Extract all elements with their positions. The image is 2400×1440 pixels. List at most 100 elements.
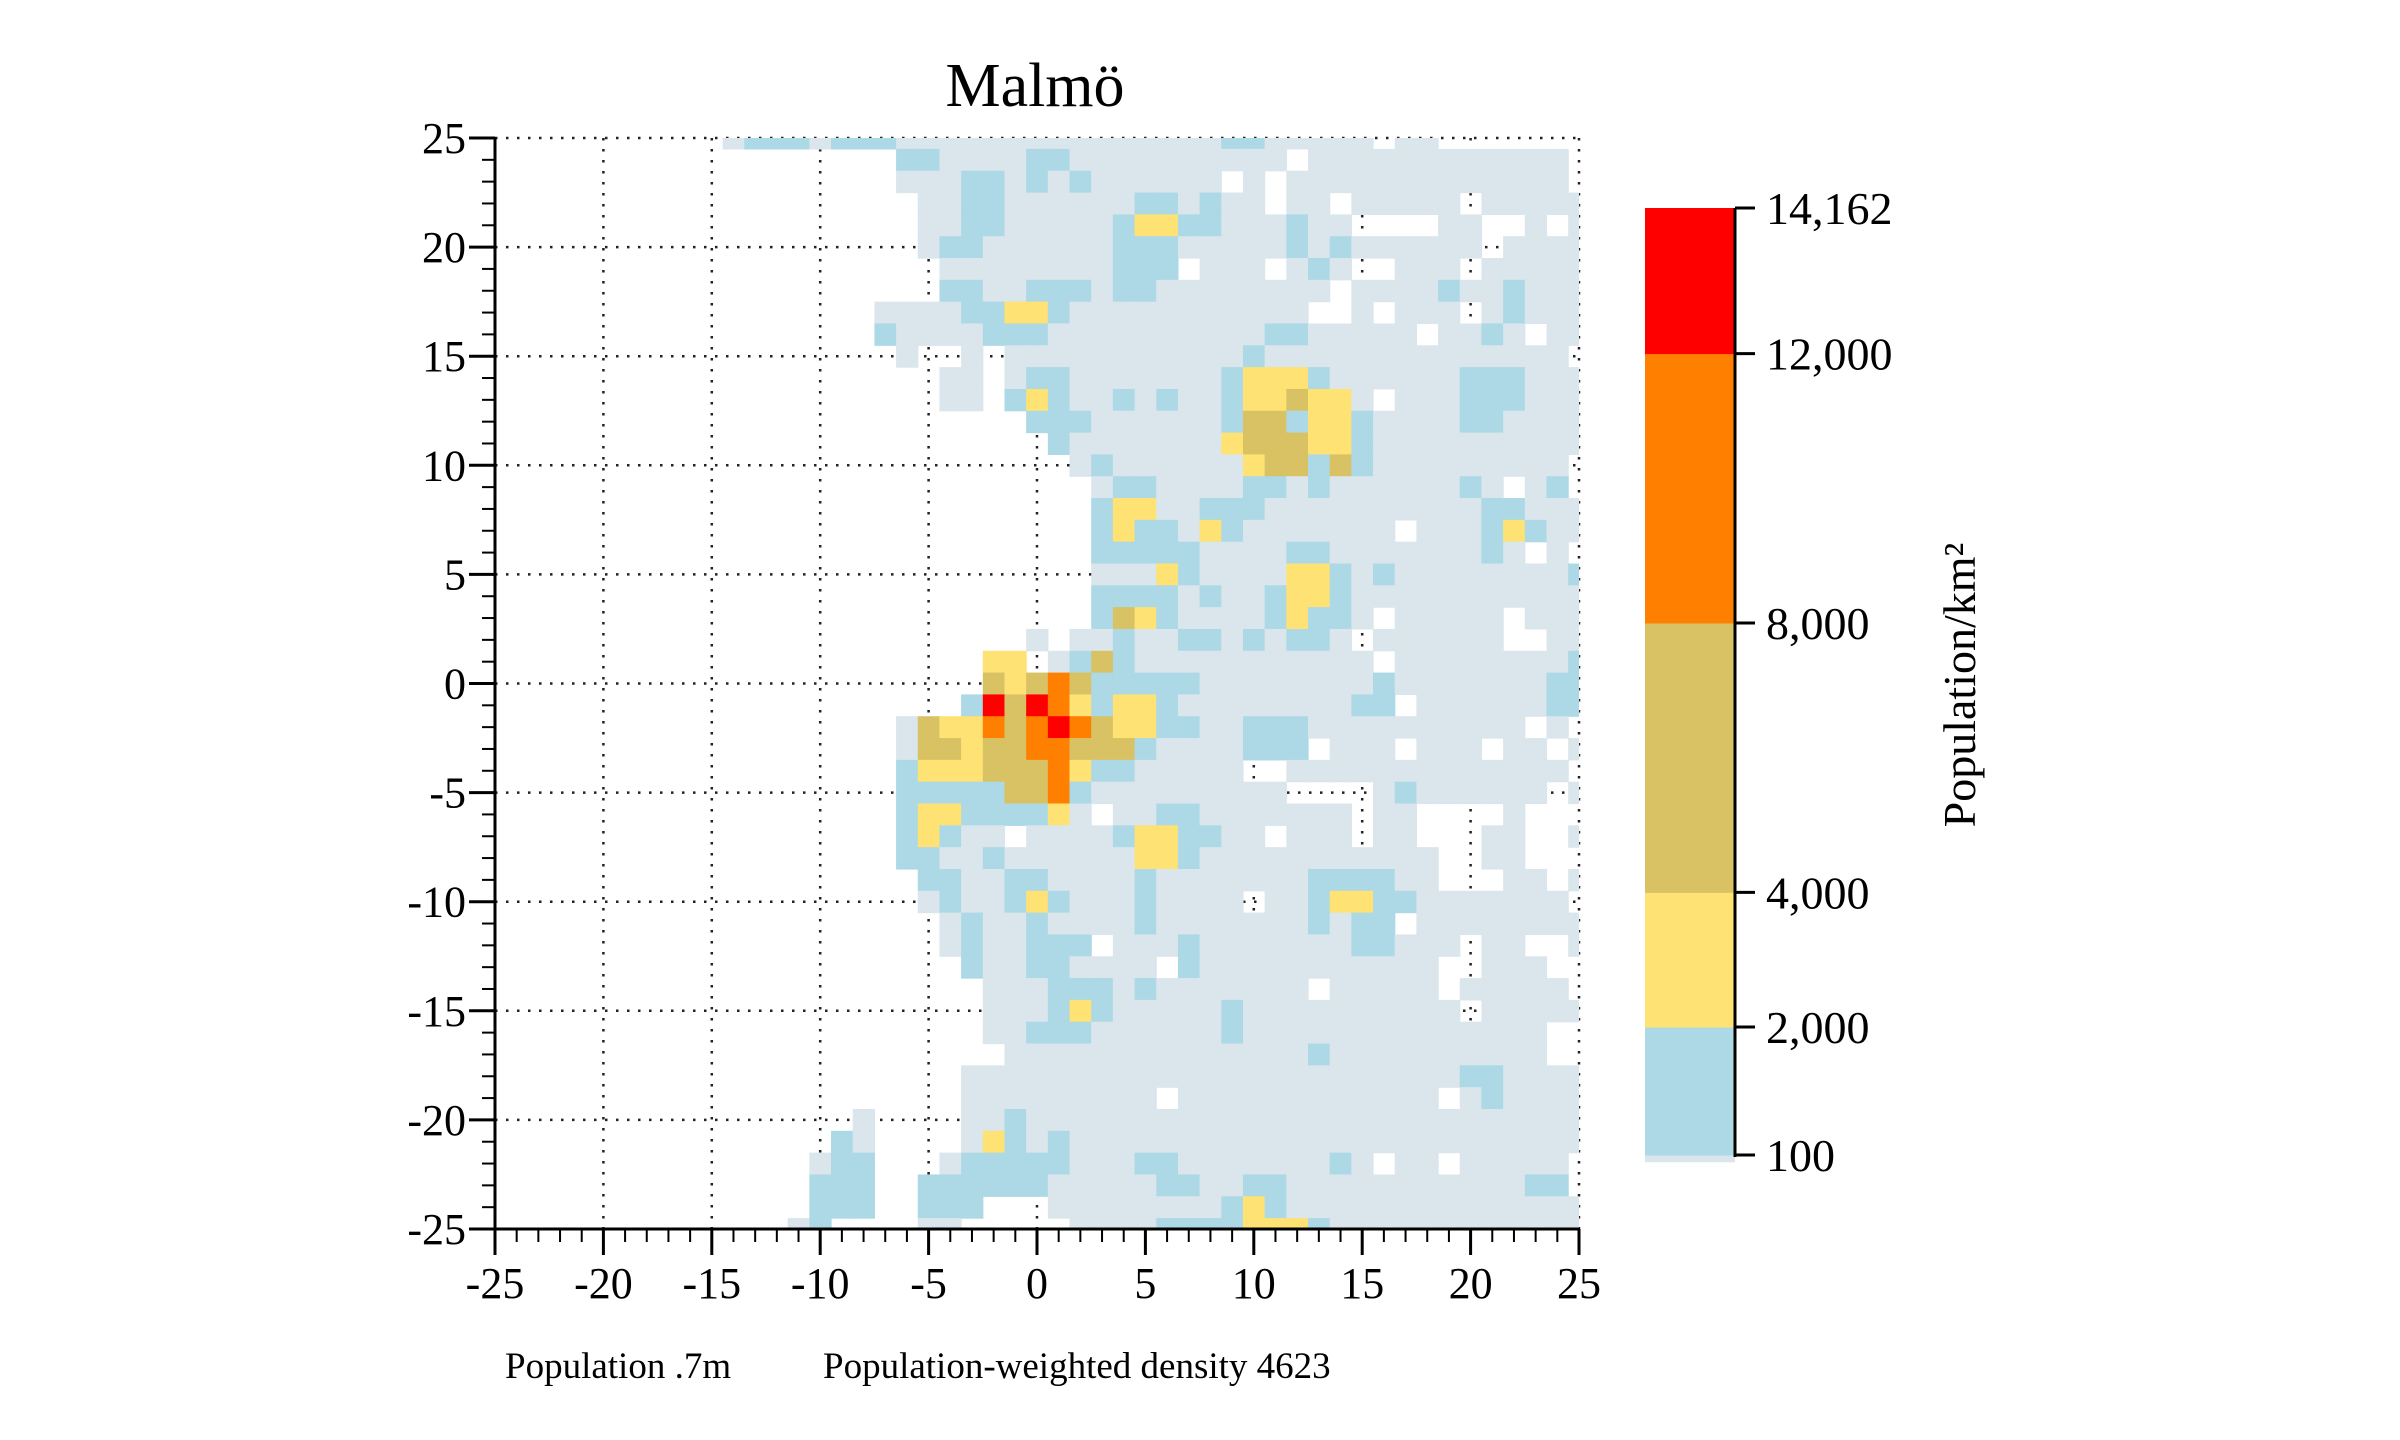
heatmap-cell (1264, 1196, 1287, 1219)
heatmap-cell (1524, 1087, 1548, 1110)
heatmap-cell (1177, 825, 1201, 848)
heatmap-cell (1112, 192, 1136, 215)
heatmap-cell (1264, 345, 1287, 368)
heatmap-cell (1481, 345, 1504, 368)
heatmap-cell (1156, 672, 1179, 696)
heatmap-cell (896, 781, 919, 805)
heatmap-cell (1264, 541, 1287, 565)
heatmap-cell (1503, 1021, 1526, 1045)
heatmap-cell (1156, 563, 1179, 586)
heatmap-cell (1286, 1087, 1309, 1110)
heatmap-cell (1503, 912, 1526, 936)
heatmap-cell (1091, 1021, 1114, 1045)
heatmap-cell (1329, 650, 1352, 674)
heatmap-cell (1438, 1218, 1461, 1229)
heatmap-cell (1524, 1108, 1548, 1132)
heatmap-cell (1459, 476, 1483, 499)
heatmap-cell (1264, 934, 1287, 957)
heatmap-cell (1199, 585, 1222, 608)
heatmap-cell (939, 192, 962, 215)
heatmap-cell (1069, 323, 1092, 346)
heatmap-cell (1438, 716, 1461, 739)
heatmap-cell (939, 759, 962, 783)
heatmap-cell (1351, 1087, 1374, 1110)
heatmap-cell (939, 716, 962, 739)
heatmap-cell (1026, 148, 1049, 172)
heatmap-cell (1546, 498, 1569, 521)
colorbar-tick-label: 14,162 (1766, 183, 1893, 234)
heatmap-cell (1069, 650, 1092, 674)
heatmap-cell (1394, 1218, 1417, 1229)
heatmap-cell (1351, 410, 1374, 434)
heatmap-cell (1091, 890, 1114, 914)
heatmap-cell (1459, 1087, 1483, 1110)
heatmap-cell (1134, 694, 1157, 717)
heatmap-cell (1568, 192, 1579, 215)
x-tick-label: -15 (682, 1259, 741, 1308)
heatmap-cell (1004, 999, 1027, 1023)
heatmap-cell (1503, 694, 1526, 717)
heatmap-cell (1242, 1218, 1266, 1229)
heatmap-cell (1004, 978, 1027, 1001)
heatmap-cell (1134, 258, 1157, 281)
heatmap-cell (982, 956, 1006, 979)
heatmap-cell (1308, 498, 1331, 521)
colorbar-band (1645, 622, 1735, 893)
heatmap-cell (1242, 1174, 1266, 1197)
heatmap-cell (1351, 498, 1374, 521)
heatmap-cell (1546, 1174, 1569, 1197)
heatmap-cell (1568, 563, 1579, 586)
heatmap-cell (1481, 956, 1504, 979)
heatmap-cell (1047, 192, 1071, 215)
heatmap-cell (1286, 1021, 1309, 1045)
heatmap-cell (1156, 1108, 1179, 1132)
heatmap-cell (982, 301, 1006, 325)
heatmap-cell (1503, 236, 1526, 259)
heatmap-cell (1394, 868, 1417, 892)
heatmap-cell (1156, 999, 1179, 1023)
heatmap-cell (982, 890, 1006, 914)
heatmap-cell (1069, 978, 1092, 1001)
heatmap-cell (1416, 301, 1439, 325)
heatmap-cell (1199, 934, 1222, 957)
heatmap-cell (982, 694, 1006, 717)
heatmap-cell (1459, 607, 1483, 630)
heatmap-cell (1047, 214, 1071, 237)
heatmap-cell (1286, 345, 1309, 368)
heatmap-cell (1351, 672, 1374, 696)
heatmap-cell (939, 1196, 962, 1219)
heatmap-cell (1546, 1218, 1569, 1229)
heatmap-cell (1069, 628, 1092, 652)
heatmap-cell (1481, 672, 1504, 696)
heatmap-cell (1004, 781, 1027, 805)
heatmap-cell (1156, 1130, 1179, 1154)
heatmap-cell (1112, 759, 1136, 783)
heatmap-cell (1373, 912, 1396, 936)
heatmap-cell (1091, 148, 1114, 172)
heatmap-cell (1286, 868, 1309, 892)
heatmap-cell (1091, 1087, 1114, 1110)
heatmap-cell (1351, 585, 1374, 608)
heatmap-cell (1524, 738, 1548, 761)
heatmap-cell (1394, 607, 1417, 630)
heatmap-cell (1524, 999, 1548, 1023)
heatmap-cell (1026, 912, 1049, 936)
heatmap-cell (1524, 236, 1548, 259)
heatmap-cell (1069, 388, 1092, 412)
heatmap-cell (1351, 934, 1374, 957)
heatmap-cell (1091, 1065, 1114, 1088)
heatmap-cell (1091, 956, 1114, 979)
heatmap-cell (1481, 585, 1504, 608)
heatmap-cell (1394, 1087, 1417, 1110)
heatmap-cell (917, 301, 941, 325)
heatmap-cell (1568, 650, 1579, 674)
heatmap-cell (1351, 847, 1374, 870)
heatmap-cell (1308, 236, 1331, 259)
heatmap-cell (1177, 759, 1201, 783)
heatmap-cell (1112, 868, 1136, 892)
heatmap-cell (1242, 148, 1266, 172)
heatmap-cell (1481, 1021, 1504, 1045)
heatmap-cell (874, 301, 897, 325)
heatmap-cell (1438, 148, 1461, 172)
heatmap-cell (1112, 650, 1136, 674)
